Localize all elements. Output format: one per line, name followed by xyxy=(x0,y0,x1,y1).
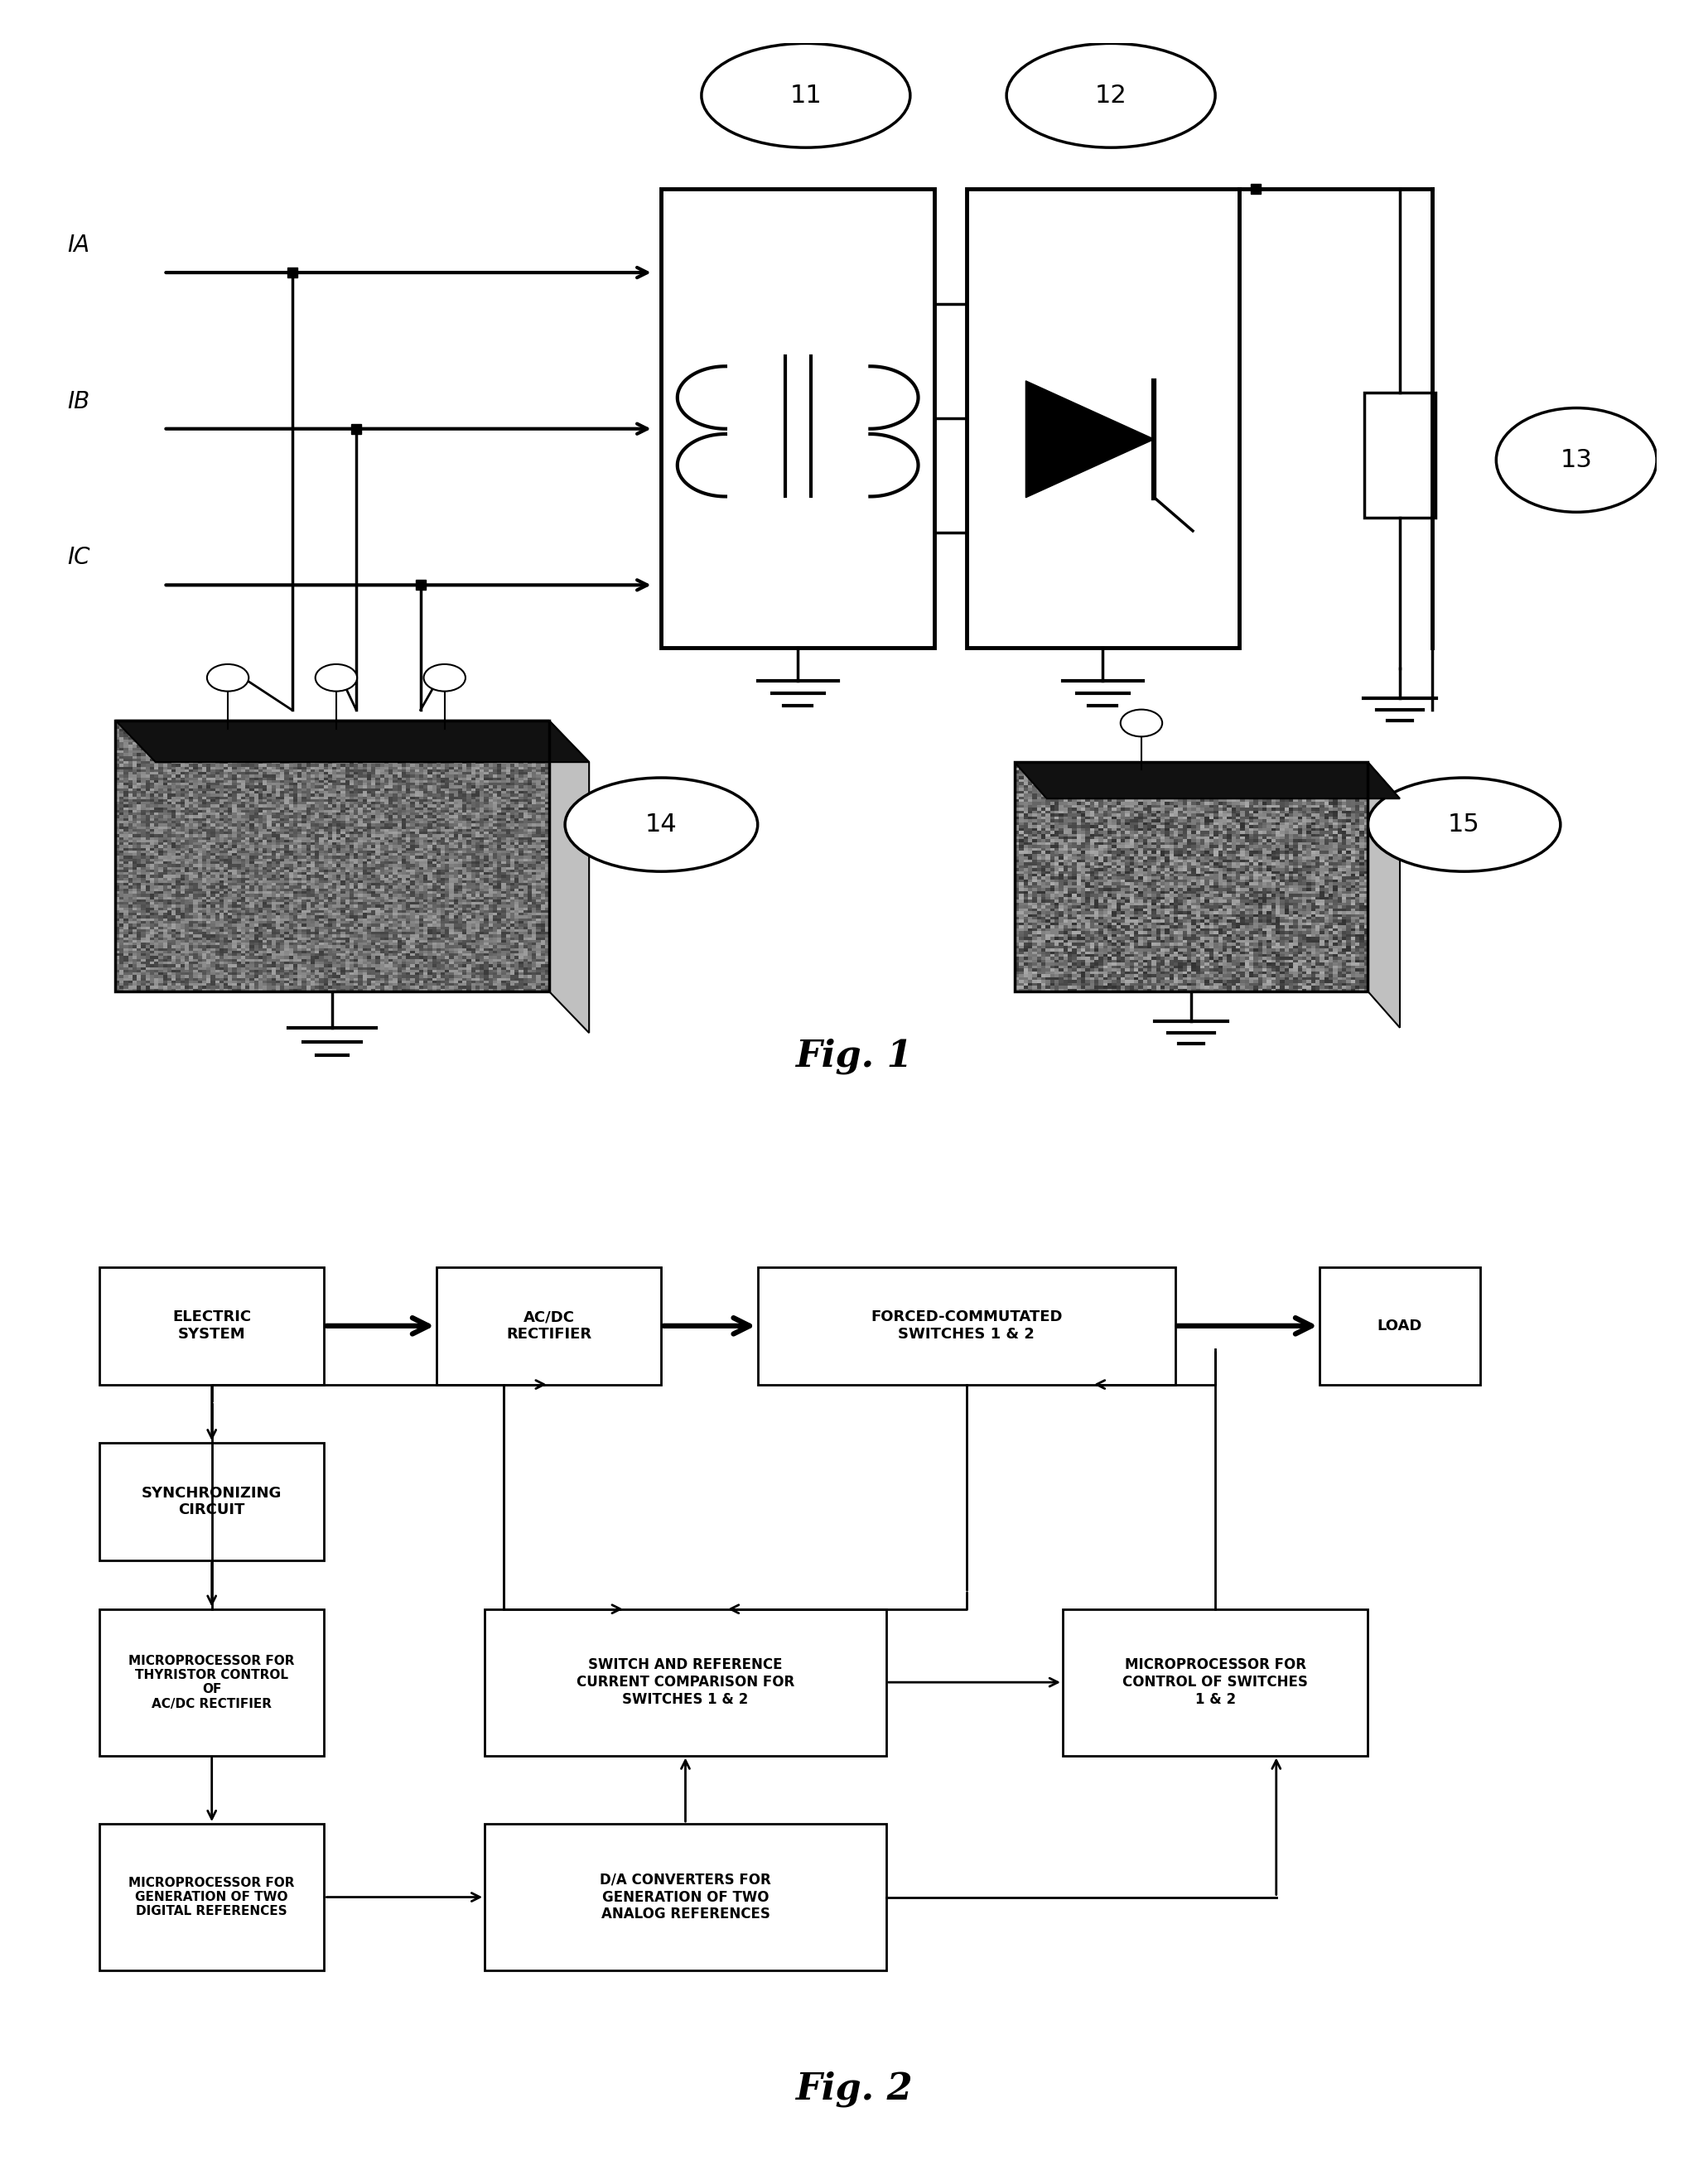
FancyBboxPatch shape xyxy=(1365,393,1435,516)
Text: MICROPROCESSOR FOR
CONTROL OF SWITCHES
1 & 2: MICROPROCESSOR FOR CONTROL OF SWITCHES 1… xyxy=(1122,1658,1308,1708)
Ellipse shape xyxy=(565,777,758,872)
Text: IB: IB xyxy=(67,391,91,412)
Text: 12: 12 xyxy=(1095,82,1127,108)
Ellipse shape xyxy=(1368,777,1561,872)
Text: 15: 15 xyxy=(1448,812,1481,838)
FancyBboxPatch shape xyxy=(99,1823,325,1970)
Circle shape xyxy=(316,664,357,692)
Polygon shape xyxy=(548,720,589,1033)
Circle shape xyxy=(424,664,466,692)
FancyBboxPatch shape xyxy=(967,189,1240,647)
Text: D/A CONVERTERS FOR
GENERATION OF TWO
ANALOG REFERENCES: D/A CONVERTERS FOR GENERATION OF TWO ANA… xyxy=(600,1873,770,1923)
Text: LOAD: LOAD xyxy=(1377,1319,1423,1332)
Circle shape xyxy=(1120,710,1161,736)
Text: FORCED-COMMUTATED
SWITCHES 1 & 2: FORCED-COMMUTATED SWITCHES 1 & 2 xyxy=(871,1311,1062,1341)
Text: IC: IC xyxy=(67,547,91,569)
FancyBboxPatch shape xyxy=(661,189,934,647)
Text: Fig. 2: Fig. 2 xyxy=(796,2070,912,2107)
FancyBboxPatch shape xyxy=(1320,1267,1481,1384)
Text: Fig. 1: Fig. 1 xyxy=(796,1039,912,1074)
Text: AC/DC
RECTIFIER: AC/DC RECTIFIER xyxy=(506,1311,591,1341)
Text: 11: 11 xyxy=(789,82,822,108)
Polygon shape xyxy=(1368,762,1401,1029)
FancyBboxPatch shape xyxy=(99,1443,325,1560)
FancyBboxPatch shape xyxy=(1062,1610,1368,1756)
Polygon shape xyxy=(1015,762,1401,799)
Text: ELECTRIC
SYSTEM: ELECTRIC SYSTEM xyxy=(173,1311,251,1341)
FancyBboxPatch shape xyxy=(99,1267,325,1384)
Ellipse shape xyxy=(702,43,910,148)
Circle shape xyxy=(207,664,249,692)
FancyBboxPatch shape xyxy=(99,1610,325,1756)
Text: 14: 14 xyxy=(646,812,678,838)
Text: SYNCHRONIZING
CIRCUIT: SYNCHRONIZING CIRCUIT xyxy=(142,1486,282,1517)
Ellipse shape xyxy=(1496,408,1657,512)
Polygon shape xyxy=(116,720,589,762)
Text: 13: 13 xyxy=(1561,447,1592,473)
Text: IA: IA xyxy=(67,234,91,256)
FancyBboxPatch shape xyxy=(485,1610,886,1756)
Text: MICROPROCESSOR FOR
GENERATION OF TWO
DIGITAL REFERENCES: MICROPROCESSOR FOR GENERATION OF TWO DIG… xyxy=(128,1877,295,1918)
Text: SWITCH AND REFERENCE
CURRENT COMPARISON FOR
SWITCHES 1 & 2: SWITCH AND REFERENCE CURRENT COMPARISON … xyxy=(576,1658,794,1708)
Ellipse shape xyxy=(1006,43,1216,148)
FancyBboxPatch shape xyxy=(485,1823,886,1970)
FancyBboxPatch shape xyxy=(758,1267,1175,1384)
Text: MICROPROCESSOR FOR
THYRISTOR CONTROL
OF
AC/DC RECTIFIER: MICROPROCESSOR FOR THYRISTOR CONTROL OF … xyxy=(128,1654,295,1710)
FancyBboxPatch shape xyxy=(437,1267,661,1384)
Polygon shape xyxy=(1027,382,1155,497)
